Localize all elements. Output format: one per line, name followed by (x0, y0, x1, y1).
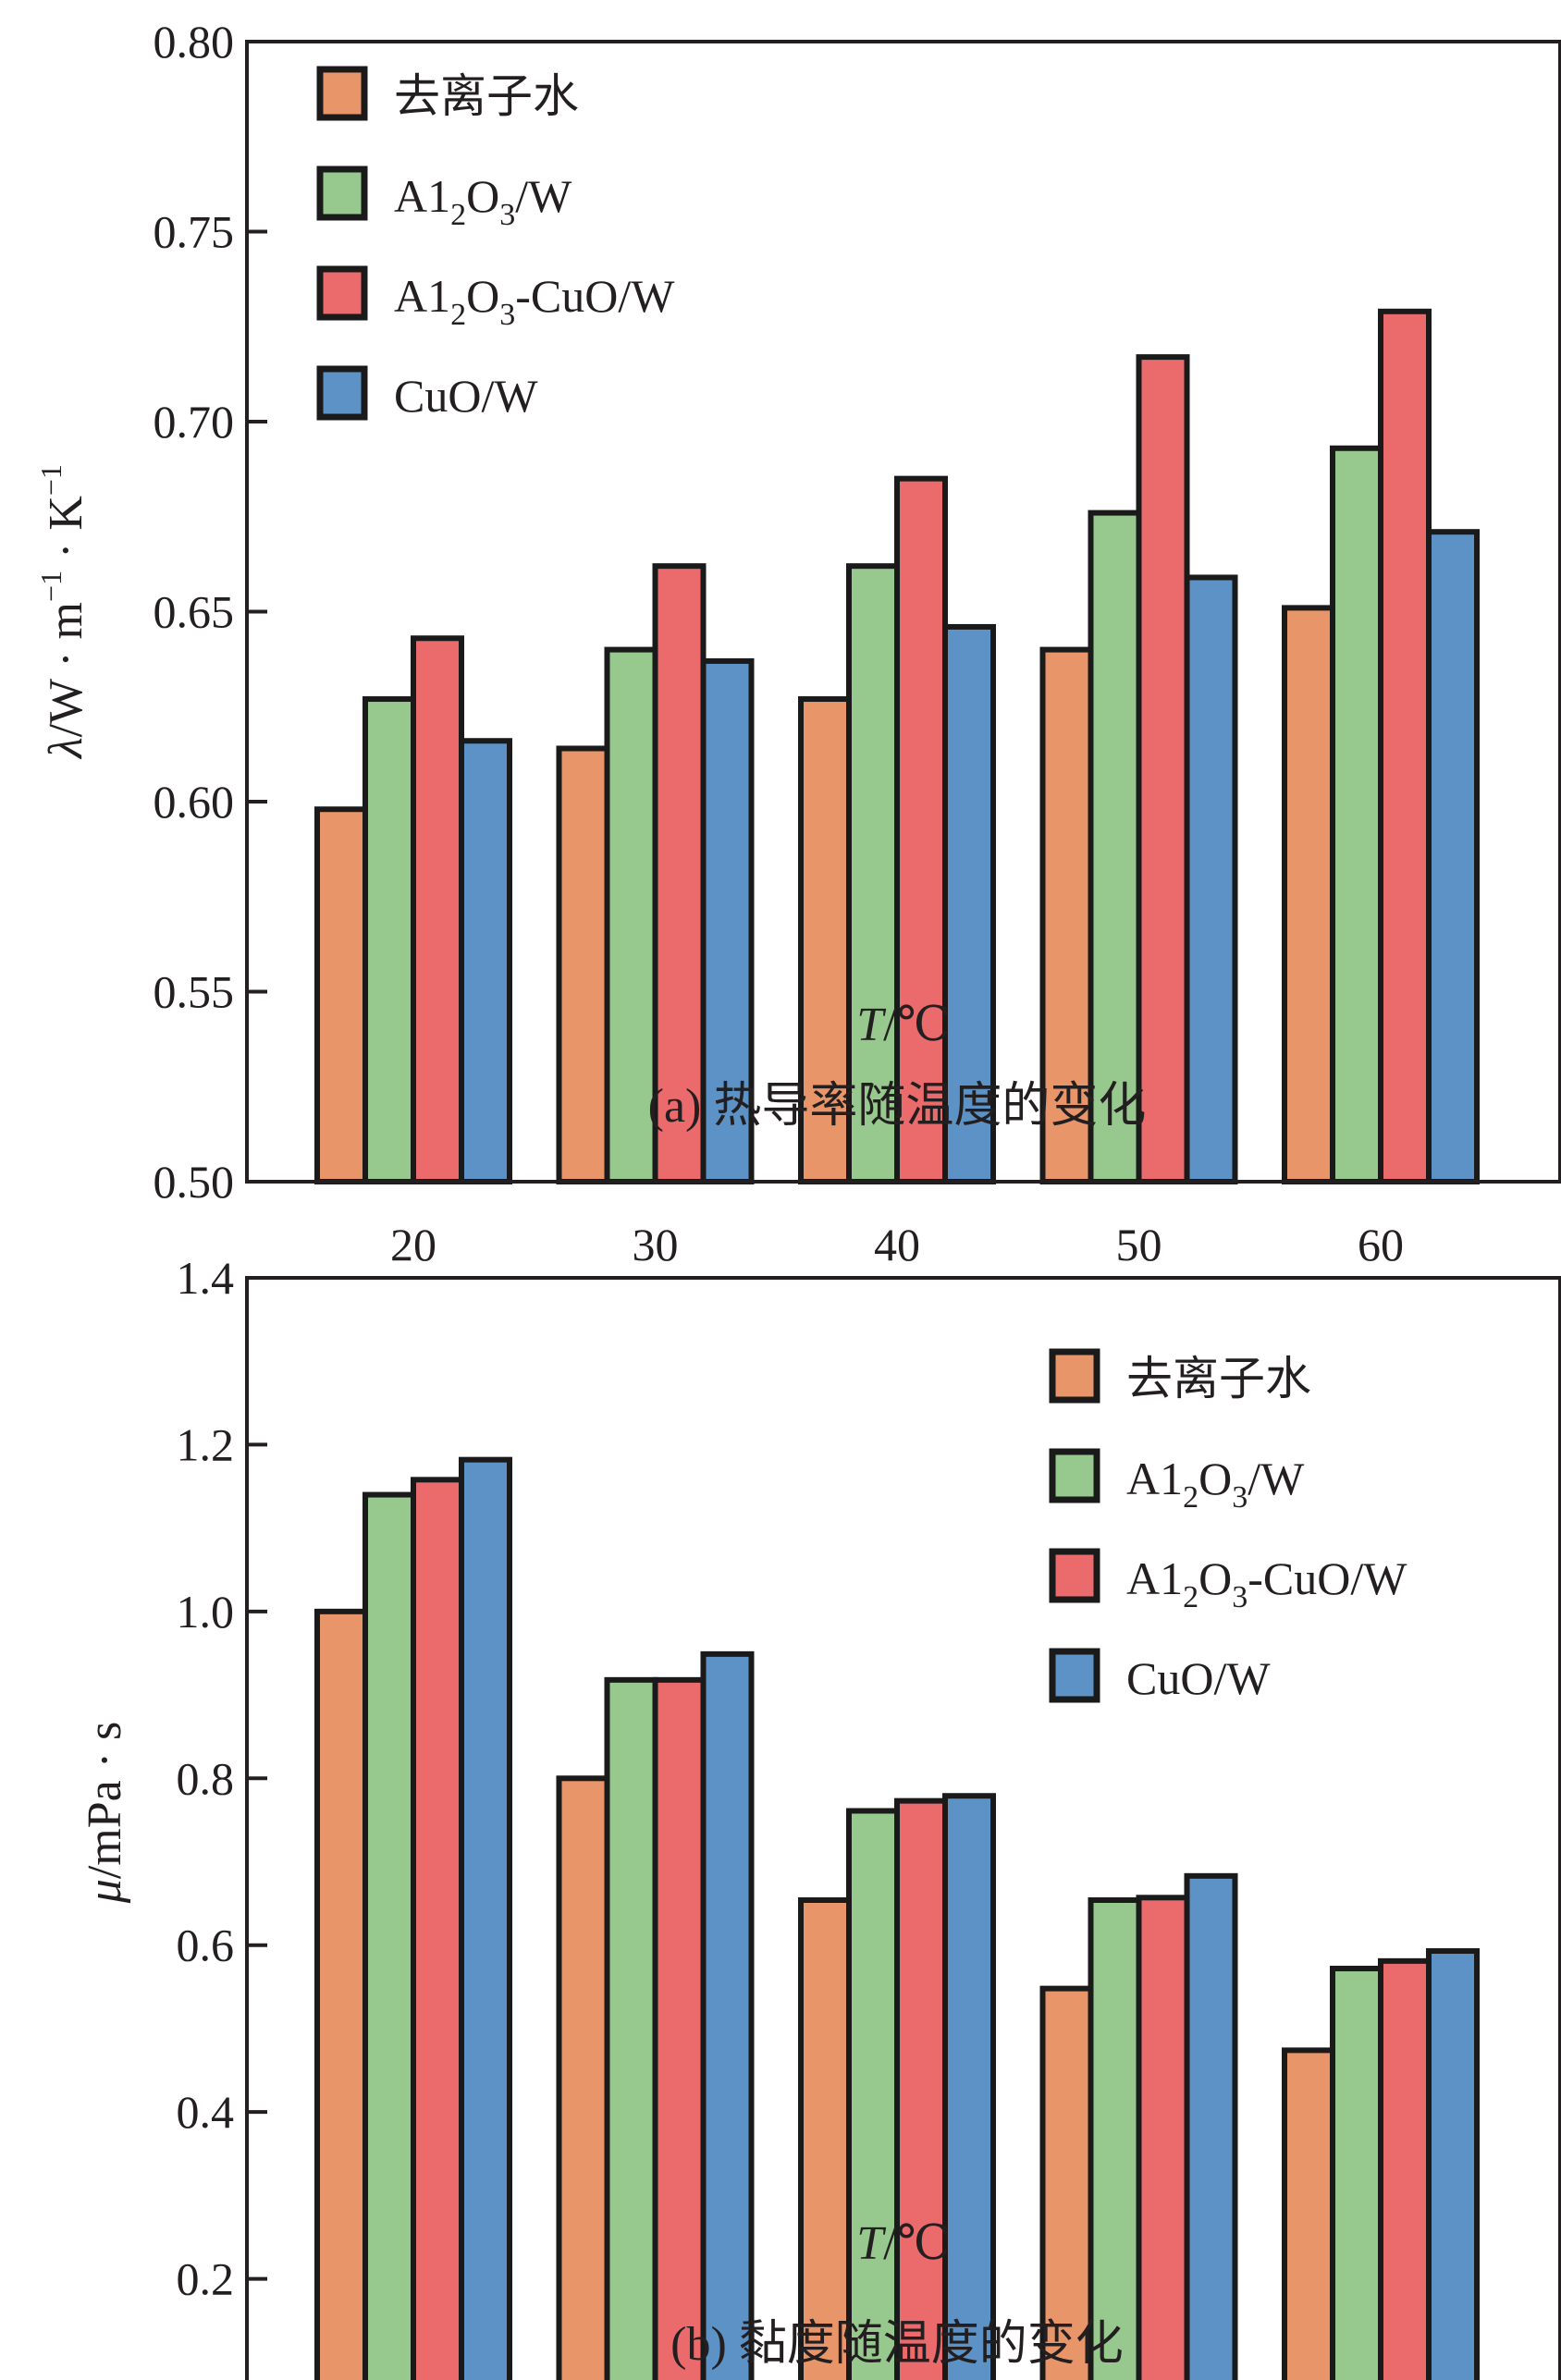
y-tick-label: 0.8 (177, 1752, 235, 1804)
bar-al2o3-cuo-w-40 (894, 1797, 948, 2380)
chart-caption: (b) 黏度随温度的变化 (670, 2318, 1124, 2371)
bar-cuo-w-60 (1426, 529, 1480, 1184)
bar---40 (798, 1896, 852, 2380)
legend-label: CuO/W (394, 370, 538, 422)
bar-al2o3-w-60 (1330, 445, 1383, 1184)
bar-al2o3-cuo-w-60 (1378, 308, 1432, 1184)
bar-al2o3-cuo-w-20 (411, 635, 464, 1184)
y-tick-label: 0.70 (154, 396, 235, 448)
bar-al2o3-w-50 (1088, 1896, 1142, 2380)
legend-label: CuO/W (1126, 1652, 1271, 1704)
legend: 去离子水 A12O3/W A12O3-CuO/W CuO/W (1049, 1348, 1407, 1704)
y-tick-label: 1.0 (177, 1586, 235, 1638)
bars-group (314, 1456, 1480, 2380)
bar---30 (556, 1775, 610, 2380)
y-tick-label: 0.60 (154, 776, 235, 828)
chart-thermal-conductivity: 0.500.550.600.650.700.750.80 20 30 40 50 60 … (34, 16, 1561, 1270)
legend-swatch (1049, 1548, 1100, 1603)
bar---50 (1039, 1985, 1094, 2380)
y-axis-title: λ/W · m−1 · K−1 (34, 464, 92, 760)
chart-caption: (a) 热导率随温度的变化 (648, 1080, 1147, 1133)
y-tick-label: 1.2 (177, 1418, 235, 1470)
bar---60 (1282, 605, 1335, 1184)
bar-al2o3-cuo-w-60 (1378, 1957, 1432, 2380)
y-ticks: 00.20.40.60.81.01.21.4 (177, 1252, 267, 2305)
y-tick-label: 0.75 (154, 206, 235, 258)
plot-frame (245, 1276, 1561, 2380)
bars-group (314, 308, 1480, 1185)
y-tick-label: 0.65 (154, 586, 235, 638)
bar-al2o3-cuo-w-20 (411, 1477, 464, 2380)
bar---30 (556, 745, 610, 1185)
x-axis-title: T/℃ (856, 2217, 951, 2270)
y-tick-label: 0.50 (154, 1156, 235, 1208)
x-axis-title: T/℃ (856, 999, 951, 1051)
bar-cuo-w-50 (1184, 1872, 1238, 2380)
bar---20 (314, 806, 368, 1184)
y-tick-label: 1.4 (177, 1252, 235, 1304)
legend-swatch (316, 66, 368, 121)
bar---60 (1282, 2047, 1335, 2380)
legend-swatch (316, 265, 368, 321)
legend-swatch (1049, 1648, 1100, 1703)
y-tick-label: 0.2 (177, 2253, 235, 2305)
bar-cuo-w-20 (459, 1456, 512, 2380)
bar-cuo-w-40 (942, 1793, 996, 2380)
bar-al2o3-w-40 (846, 563, 900, 1184)
bar-cuo-w-60 (1426, 1948, 1480, 2380)
bar-cuo-w-20 (459, 738, 512, 1184)
bar-al2o3-cuo-w-40 (894, 475, 948, 1184)
bar-al2o3-cuo-w-50 (1136, 1895, 1190, 2380)
x-tick-label: 30 (633, 1219, 679, 1270)
bar-al2o3-w-30 (604, 1676, 658, 2380)
legend-swatch (1049, 1448, 1100, 1503)
bar-al2o3-w-20 (363, 696, 416, 1184)
x-tick-label: 20 (390, 1219, 436, 1270)
bar-al2o3-cuo-w-30 (652, 1676, 707, 2380)
y-axis-title: μ/mPa · s (79, 1722, 131, 1905)
legend: 去离子水 A12O3/W A12O3-CuO/W CuO/W (316, 66, 675, 422)
x-tick-label: 50 (1116, 1219, 1162, 1270)
y-tick-label: 0.6 (177, 1920, 235, 1971)
legend-label: A12O3/W (394, 170, 572, 232)
bar-cuo-w-30 (700, 1650, 755, 2380)
bar-al2o3-cuo-w-50 (1136, 354, 1190, 1184)
bar-cuo-w-30 (700, 657, 755, 1184)
bar-al2o3-w-60 (1330, 1965, 1383, 2380)
legend-swatch (1049, 1348, 1100, 1404)
legend-label: A12O3-CuO/W (1126, 1552, 1407, 1614)
y-tick-label: 0.80 (154, 16, 235, 67)
legend-label: 去离子水 (394, 70, 579, 122)
y-tick-label: 0.4 (177, 2086, 235, 2138)
bar-cuo-w-50 (1184, 574, 1238, 1184)
x-tick-label: 60 (1358, 1219, 1404, 1270)
legend-swatch (316, 365, 368, 421)
legend-label: A12O3-CuO/W (394, 270, 675, 332)
bar-al2o3-w-40 (846, 1808, 900, 2380)
x-tick-label: 40 (874, 1219, 920, 1270)
x-ticks: 20 30 40 50 60 (390, 1219, 1404, 1270)
bar---20 (314, 1608, 368, 2380)
legend-label: 去离子水 (1126, 1353, 1311, 1405)
y-tick-label: 0.55 (154, 966, 235, 1018)
legend-label: A12O3/W (1126, 1453, 1305, 1515)
bar-al2o3-w-20 (363, 1491, 416, 2380)
y-ticks: 0.50 0.55 0.60 0.65 0.70 0.75 0.80 (154, 16, 267, 1208)
legend-swatch (316, 166, 368, 221)
